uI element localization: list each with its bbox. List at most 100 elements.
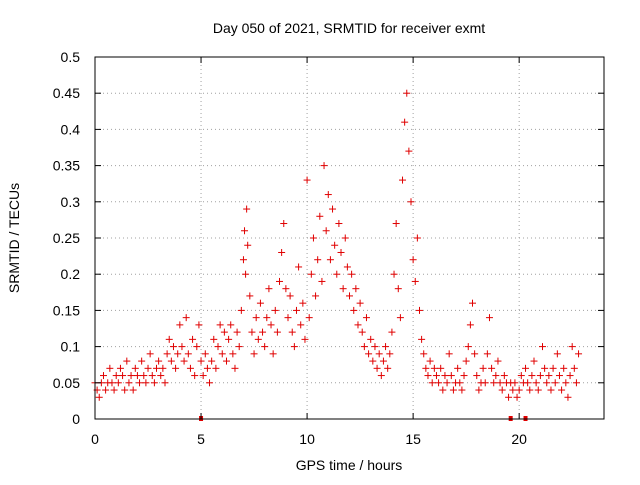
data-point [356,299,364,307]
data-point [239,256,247,264]
data-point [346,292,353,300]
data-point [159,364,167,372]
y-tick-label: 0.3 [61,194,81,210]
data-point [276,277,284,285]
data-point [485,314,493,322]
data-point [555,372,563,380]
data-point [575,350,583,358]
data-point [392,220,400,228]
data-point [454,364,462,372]
data-point [437,364,445,372]
data-point [515,386,523,394]
data-point [314,256,322,264]
data-point [432,372,440,380]
data-point [138,357,146,365]
data-point [439,386,447,394]
data-point [350,306,358,314]
data-point [218,350,226,358]
data-point [418,335,426,343]
data-point [246,292,254,300]
data-point [568,343,576,351]
data-point [375,350,383,358]
data-point [155,357,163,365]
data-point [538,343,546,351]
x-tick-label: 15 [405,431,421,447]
data-point [242,270,250,278]
data-point [528,372,536,380]
data-point [316,212,324,220]
data-point [362,314,370,322]
data-point [148,372,156,380]
y-tick-label: 0.45 [53,85,80,101]
data-point [394,285,402,293]
data-point [358,328,366,336]
data-point [445,350,453,358]
data-point [225,335,233,343]
data-point [549,364,557,372]
data-point [331,241,339,249]
data-point [99,372,107,380]
data-point [466,321,474,329]
data-point [405,147,413,155]
y-tick-label: 0.35 [53,158,80,174]
data-point [180,357,188,365]
data-point [189,335,197,343]
data-point [307,270,315,278]
y-tick-label: 0.05 [53,375,80,391]
data-point [524,379,532,387]
data-point [475,386,483,394]
data-point [541,364,549,372]
data-point [560,364,568,372]
data-point [530,357,538,365]
data-point [339,285,347,293]
data-point [229,350,237,358]
data-point [483,350,491,358]
data-point [197,357,205,365]
data-point [250,350,258,358]
data-point [365,350,373,358]
data-point [201,350,209,358]
data-point [352,285,360,293]
data-point [241,227,249,235]
data-point [401,118,409,126]
x-tick-label: 5 [197,431,205,447]
data-point [106,364,114,372]
data-point [572,379,580,387]
data-point [526,386,534,394]
data-point [479,364,487,372]
data-point [566,372,574,380]
data-point [231,364,239,372]
data-point [496,379,504,387]
data-point [252,314,260,322]
data-point [290,343,298,351]
data-point [469,299,477,307]
data-point [292,306,300,314]
data-point [413,234,421,242]
data-point [322,227,330,235]
data-point [116,364,124,372]
data-point [534,386,542,394]
data-point [267,321,275,329]
data-point [386,350,394,358]
data-point [184,350,192,358]
data-point [265,285,273,293]
data-point [335,220,343,228]
y-tick-label: 0.15 [53,302,80,318]
data-point [360,343,368,351]
data-point [553,350,561,358]
data-point [409,256,417,264]
data-point [163,350,171,358]
data-point [318,277,326,285]
data-point [435,379,443,387]
data-point [214,343,222,351]
data-point [286,292,294,300]
data-point [481,379,489,387]
data-point [243,205,251,213]
data-point [195,321,203,329]
data-point [473,372,481,380]
data-point [191,372,199,380]
data-point [278,248,286,256]
data-point [248,328,256,336]
data-point [547,386,555,394]
